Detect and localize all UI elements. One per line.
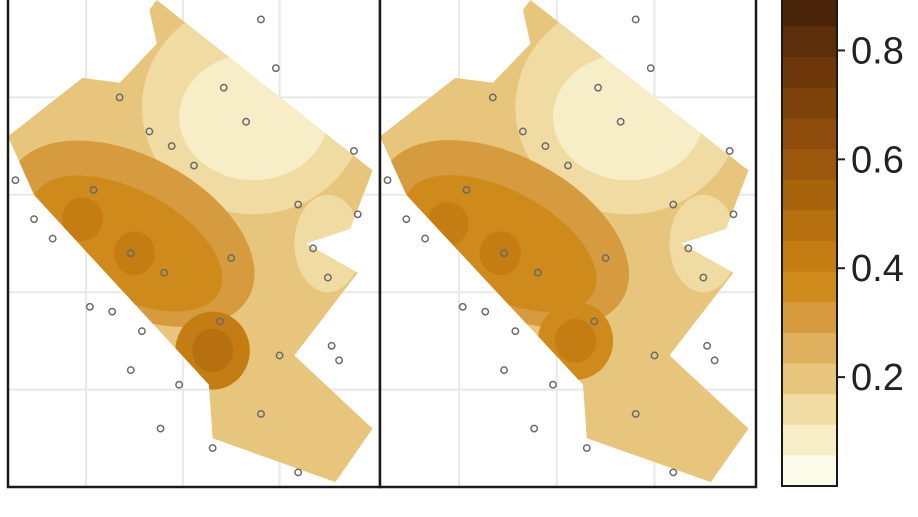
sample-point <box>216 317 224 326</box>
legend-swatch <box>782 87 837 119</box>
sample-point <box>167 142 176 151</box>
legend-tick-label: 0.8 <box>851 30 904 72</box>
sample-point <box>160 268 169 277</box>
sample-point <box>725 147 734 155</box>
sample-point <box>85 302 94 311</box>
sample-point <box>126 249 135 258</box>
sample-point <box>481 307 490 316</box>
sample-point <box>462 185 471 194</box>
sample-point <box>309 244 317 253</box>
sample-point <box>208 444 217 452</box>
contour-band <box>192 328 234 373</box>
legend-swatch <box>782 424 837 456</box>
contour-band <box>61 197 103 242</box>
legend-swatch <box>782 302 837 334</box>
sample-point <box>271 64 280 73</box>
sample-point <box>48 234 57 243</box>
sample-point <box>511 327 520 336</box>
legend-frame <box>781 0 838 487</box>
sample-point <box>227 254 236 263</box>
legend-swatch <box>782 26 837 58</box>
sample-point <box>219 83 228 92</box>
sample-point <box>323 273 332 282</box>
legend-swatch <box>782 57 837 89</box>
sample-point <box>145 127 154 136</box>
sample-point <box>541 142 550 151</box>
sample-points <box>383 15 738 477</box>
sample-point <box>275 351 284 360</box>
sample-point <box>335 356 344 365</box>
sample-point <box>669 200 678 209</box>
sample-point <box>242 117 251 126</box>
sample-point <box>108 307 117 316</box>
panel-1 <box>378 0 758 489</box>
sample-point <box>533 268 542 277</box>
panel-frame <box>378 0 758 489</box>
sample-point <box>650 351 659 360</box>
legend-swatch <box>782 271 837 303</box>
legend-swatch <box>782 179 837 211</box>
sample-point <box>458 302 467 311</box>
sample-point <box>582 444 591 452</box>
sample-point <box>631 15 640 24</box>
sample-point <box>488 93 497 102</box>
sample-point <box>327 341 336 350</box>
panels <box>6 0 758 489</box>
sample-point <box>500 366 509 375</box>
legend-tick-label: 0.4 <box>851 248 904 290</box>
sample-point <box>530 424 539 433</box>
sample-point <box>257 15 265 24</box>
sample-point <box>115 93 124 102</box>
sample-point <box>631 410 640 418</box>
sample-point <box>500 249 509 258</box>
sample-point <box>564 161 572 170</box>
sample-point <box>669 468 678 477</box>
sample-point <box>421 234 430 243</box>
sample-point <box>257 410 265 418</box>
panel-0 <box>6 0 382 489</box>
sample-point <box>699 273 708 282</box>
legend-swatch <box>782 118 837 150</box>
sample-point <box>549 380 557 389</box>
sample-point <box>294 200 303 209</box>
sample-point <box>294 468 303 477</box>
sample-point <box>710 356 719 365</box>
sample-point <box>175 380 184 389</box>
sample-point <box>11 176 20 185</box>
sample-point <box>646 64 655 73</box>
legend-tick-label: 0.6 <box>851 139 904 181</box>
sample-points <box>11 15 362 477</box>
sample-point <box>126 366 135 375</box>
legend-tick-label: 0.2 <box>851 357 904 399</box>
sample-point <box>156 424 165 433</box>
legend-swatch <box>782 455 837 487</box>
color-legend: 0.8 0.6 0.4 0.2 <box>781 0 904 487</box>
sample-point <box>383 176 392 185</box>
legend-swatch <box>782 241 837 273</box>
legend-swatch <box>782 210 837 242</box>
sample-point <box>402 215 411 224</box>
sample-point <box>350 147 358 155</box>
legend-swatch <box>782 149 837 181</box>
sample-point <box>601 254 610 263</box>
sample-point <box>703 341 712 350</box>
contour-band <box>554 318 597 363</box>
legend-swatch <box>782 394 837 426</box>
sample-point <box>590 317 599 326</box>
sample-point <box>89 185 98 194</box>
sample-point <box>190 161 198 170</box>
sample-point <box>594 83 603 92</box>
sample-point <box>684 244 693 253</box>
sample-point <box>30 215 38 224</box>
sample-point <box>137 327 146 336</box>
sample-point <box>353 210 362 219</box>
sample-point <box>729 210 738 219</box>
legend-swatch <box>782 363 837 395</box>
legend-swatch <box>782 0 837 28</box>
sample-point <box>616 117 625 126</box>
legend-swatch <box>782 332 837 364</box>
sample-point <box>518 127 527 136</box>
